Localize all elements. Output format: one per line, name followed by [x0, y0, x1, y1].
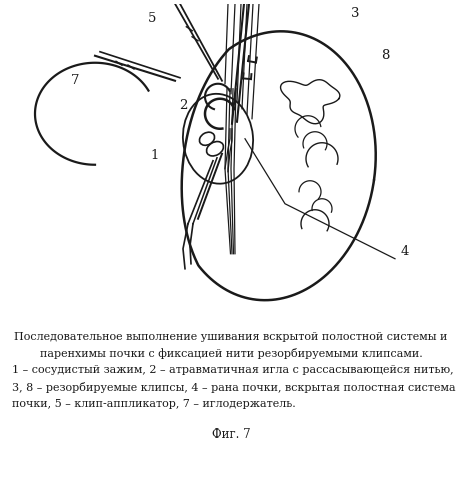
Text: 3, 8 – резорбируемые клипсы, 4 – рана почки, вскрытая полостная система: 3, 8 – резорбируемые клипсы, 4 – рана по… [12, 382, 456, 392]
Text: 7: 7 [71, 74, 79, 87]
Text: 1: 1 [151, 149, 159, 162]
Text: Последовательное выполнение ушивания вскрытой полостной системы и: Последовательное выполнение ушивания вск… [14, 332, 448, 342]
Text: 8: 8 [381, 50, 389, 62]
Text: 2: 2 [179, 99, 187, 112]
Text: паренхимы почки с фиксацией нити резорбируемыми клипсами.: паренхимы почки с фиксацией нити резорби… [40, 348, 422, 358]
Text: Фиг. 7: Фиг. 7 [212, 428, 250, 441]
Text: 3: 3 [351, 8, 359, 20]
Text: 5: 5 [148, 12, 156, 26]
Text: почки, 5 – клип-аппликатор, 7 – иглодержатель.: почки, 5 – клип-аппликатор, 7 – иглодерж… [12, 398, 296, 408]
Text: 4: 4 [401, 245, 409, 258]
Text: 1 – сосудистый зажим, 2 – атравматичная игла с рассасывающейся нитью,: 1 – сосудистый зажим, 2 – атравматичная … [12, 364, 454, 374]
